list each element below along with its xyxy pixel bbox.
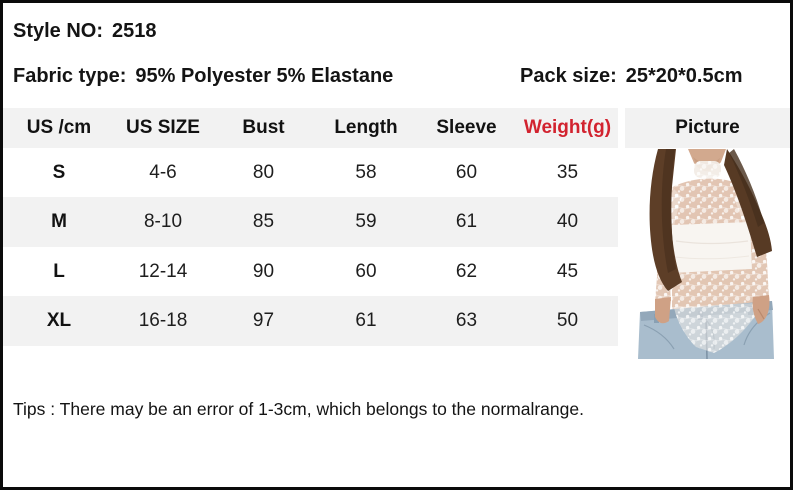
pack-size-label: Pack size: <box>520 65 617 87</box>
row-l-length: 60 <box>355 260 377 282</box>
row-m-bust: 85 <box>211 197 316 247</box>
col-header-picture: Picture <box>625 108 790 148</box>
style-number-line: Style NO: 2518 <box>13 20 157 43</box>
row-xl-sleeve: 63 <box>416 296 517 346</box>
row-s-bust: 80 <box>252 161 275 183</box>
col-header-sleeve: Sleeve <box>416 108 517 148</box>
row-s-us-size: 4-6 <box>149 161 177 183</box>
row-s-length: 58 <box>355 161 377 183</box>
tips-note: Tips : There may be an error of 1-3cm, w… <box>13 399 584 419</box>
row-m-us-size: 8-10 <box>115 197 211 247</box>
style-number-value: 2518 <box>112 20 157 42</box>
row-s-weight: 35 <box>556 161 579 183</box>
row-s-sleeve: 60 <box>455 161 478 183</box>
row-xl-size: XL <box>3 296 115 346</box>
size-table: US /cm US SIZE Bust Length Sleeve Weight… <box>3 108 790 359</box>
row-l-sleeve: 62 <box>455 260 478 282</box>
row-l-weight: 45 <box>556 260 579 282</box>
pack-size-value: 25*20*0.5cm <box>625 65 743 87</box>
row-m-sleeve: 61 <box>416 197 517 247</box>
product-photo <box>630 149 784 359</box>
col-header-weight: Weight(g) <box>517 108 618 148</box>
style-number-label: Style NO: <box>13 20 104 42</box>
col-header-length: Length <box>316 108 416 148</box>
fabric-type-label: Fabric type: <box>13 65 127 87</box>
row-xl-length: 61 <box>316 296 416 346</box>
row-s-size: S <box>52 161 66 183</box>
col-header-us-cm: US /cm <box>3 108 115 148</box>
col-header-us-size: US SIZE <box>115 108 211 148</box>
row-xl-weight: 50 <box>517 296 618 346</box>
row-xl-us-size: 16-18 <box>115 296 211 346</box>
row-m-weight: 40 <box>517 197 618 247</box>
row-l-bust: 90 <box>252 260 275 282</box>
picture-cell <box>625 148 790 359</box>
fabric-type-line: Fabric type: 95% Polyester 5% Elastane <box>13 65 393 88</box>
row-m-length: 59 <box>316 197 416 247</box>
fabric-type-value: 95% Polyester 5% Elastane <box>135 65 394 87</box>
row-m-size: M <box>3 197 115 247</box>
row-l-size: L <box>53 260 65 282</box>
row-l-us-size: 12-14 <box>138 260 188 282</box>
row-xl-bust: 97 <box>211 296 316 346</box>
pack-size-line: Pack size: 25*20*0.5cm <box>520 65 743 88</box>
col-header-bust: Bust <box>211 108 316 148</box>
